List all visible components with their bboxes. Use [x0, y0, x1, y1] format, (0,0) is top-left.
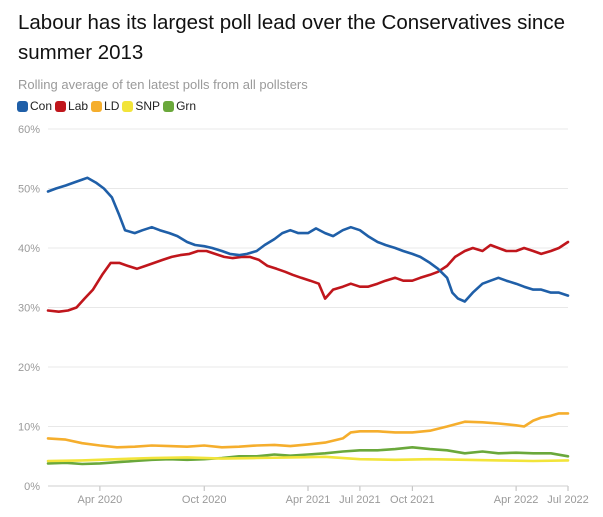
series-line-ld — [46, 412, 570, 449]
legend-item-snp: SNP — [122, 99, 160, 113]
x-tick-label: Apr 2020 — [78, 494, 123, 506]
legend-swatch — [163, 100, 175, 112]
x-tick-label: Jul 2022 — [547, 494, 589, 506]
y-tick-label: 50% — [18, 184, 40, 196]
legend-swatch — [91, 100, 103, 112]
series-line-con — [46, 176, 570, 303]
legend-item-con: Con — [17, 99, 52, 113]
legend-item-grn: Grn — [163, 99, 196, 113]
legend-label: LD — [104, 99, 120, 113]
legend-label: Lab — [68, 99, 89, 113]
y-tick-label: 40% — [18, 243, 40, 255]
series-line-snp — [46, 455, 570, 463]
y-tick-label: 30% — [18, 303, 40, 315]
y-tick-label: 0% — [24, 481, 40, 493]
chart-subtitle: Rolling average of ten latest polls from… — [18, 77, 308, 92]
legend-swatch — [55, 100, 67, 112]
chart-title: Labour has its largest poll lead over th… — [18, 11, 565, 64]
legend-label: Grn — [176, 99, 197, 113]
series-line-lab — [46, 240, 570, 313]
x-tick-label: Apr 2021 — [286, 494, 331, 506]
y-tick-label: 10% — [18, 422, 40, 434]
legend-swatch — [17, 100, 28, 112]
x-tick-label: Oct 2021 — [390, 494, 435, 506]
legend-swatch — [122, 100, 134, 112]
legend-label: SNP — [135, 99, 161, 113]
legend-item-ld: LD — [91, 99, 119, 113]
legend-label: Con — [30, 99, 53, 113]
x-tick-label: Jul 2021 — [339, 494, 381, 506]
y-tick-label: 60% — [18, 124, 40, 136]
legend-item-lab: Lab — [55, 99, 88, 113]
y-tick-label: 20% — [18, 362, 40, 374]
chart-legend: Con Lab LD SNP Grn — [17, 99, 199, 113]
x-tick-label: Apr 2022 — [494, 494, 539, 506]
series-line-grn — [46, 446, 570, 466]
x-tick-label: Oct 2020 — [182, 494, 227, 506]
